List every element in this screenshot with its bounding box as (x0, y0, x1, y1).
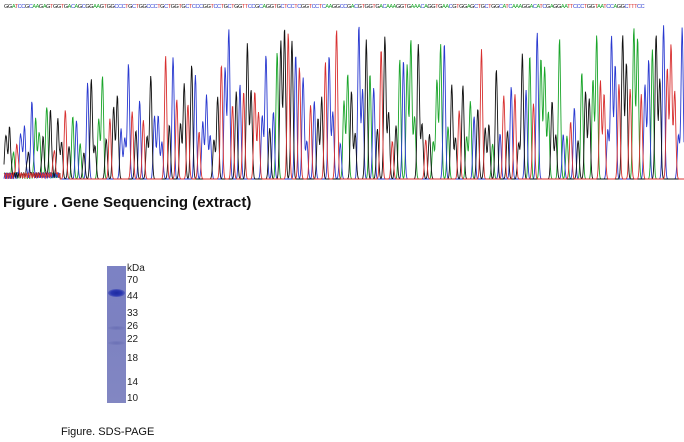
marker-label-44: 44 (127, 291, 139, 302)
protein-band (108, 289, 125, 297)
marker-label-18: 18 (127, 353, 139, 364)
trace-T (4, 30, 684, 180)
trace-A (3, 28, 684, 180)
kda-unit-label: kDa (127, 263, 145, 274)
sds-page-caption: Figure. SDS-PAGE (61, 426, 155, 438)
faint-band (108, 341, 125, 345)
marker-label-70: 70 (127, 275, 139, 286)
faint-band (108, 326, 125, 330)
marker-label-33: 33 (127, 308, 139, 319)
marker-label-26: 26 (127, 321, 139, 332)
sds-page-gel: kDa 70 44 33 26 22 18 14 10 (100, 258, 220, 408)
chromatogram-trace (3, 25, 684, 180)
gel-lane (107, 266, 126, 403)
marker-label-14: 14 (127, 377, 139, 388)
marker-label-22: 22 (127, 334, 139, 345)
sequencing-figure-title: Figure . Gene Sequencing (extract) (3, 194, 252, 211)
sequence-letters: GGATCCGCAAGAGTGGTGACAGCGGAAGTGGCCCTGCTGG… (4, 4, 645, 10)
marker-label-10: 10 (127, 393, 139, 404)
gene-sequencing-panel: GGATCCGCAAGAGTGGTGACAGCGGAAGTGGCCCTGCTGG… (0, 0, 684, 188)
